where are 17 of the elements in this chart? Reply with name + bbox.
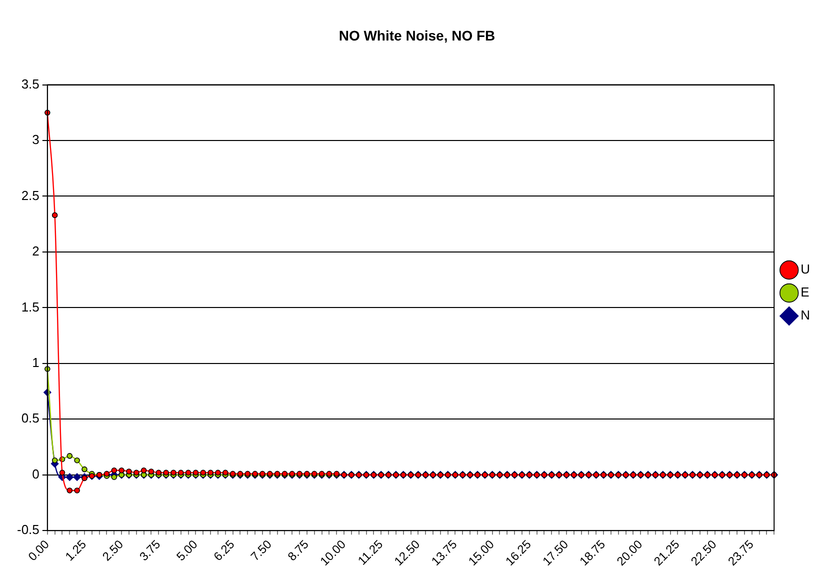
legend-label: N bbox=[800, 308, 810, 323]
y-tick-label: 2.5 bbox=[21, 188, 40, 203]
y-tick-label: -0.5 bbox=[16, 522, 40, 538]
legend-label: E bbox=[800, 284, 810, 300]
x-tick-label: 6.25 bbox=[210, 537, 238, 564]
y-tick-label: 1.5 bbox=[21, 299, 40, 314]
x-tick-label: 0.00 bbox=[25, 537, 52, 564]
x-tick-label: 5.00 bbox=[174, 537, 200, 564]
y-tick-label: 0 bbox=[32, 466, 40, 482]
legend-label: U bbox=[800, 262, 810, 277]
y-tick-label: 1 bbox=[32, 354, 40, 370]
chart-title: NO White Noise, NO FB bbox=[338, 27, 496, 44]
y-tick-label: 0.5 bbox=[21, 410, 40, 426]
x-tick-label: 7.50 bbox=[248, 537, 275, 564]
y-tick-label: 3 bbox=[32, 132, 40, 148]
y-tick-label: 2 bbox=[32, 244, 40, 259]
y-tick-label: 3.5 bbox=[21, 76, 40, 92]
